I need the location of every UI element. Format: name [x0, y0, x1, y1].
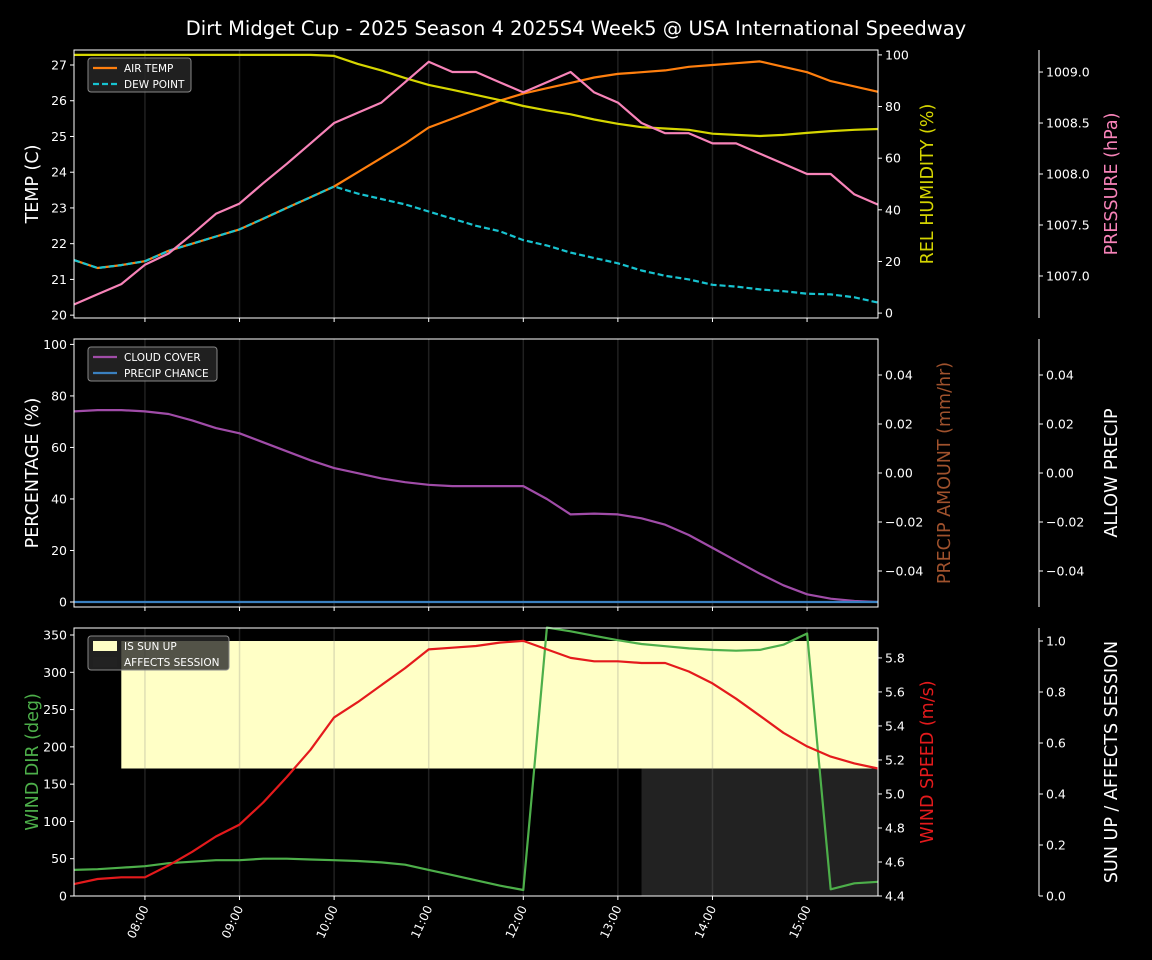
legend-label: IS SUN UP — [124, 641, 177, 653]
y-tick-label: 40 — [51, 491, 67, 506]
y-tick-label: 0.8 — [1046, 685, 1066, 700]
plot-frame — [73, 627, 879, 897]
y-tick-label: 5.6 — [885, 684, 905, 699]
panel-clouds-precip: 0 20 40 60 80 100 PERCENTAGE (%) −0.04 −0.02 0.00… — [23, 337, 1122, 610]
cloud-cover-line — [73, 409, 879, 604]
plot-area: 20 21 22 23 24 25 26 27 TEMP (C) 0 20 40 60 80 100 REL … — [23, 47, 1122, 940]
axis-label-hum: REL HUMIDITY (%) — [918, 104, 938, 265]
legend-swatch — [93, 641, 117, 651]
y-tick-label: 5.0 — [885, 786, 905, 801]
legend: CLOUD COVER PRECIP CHANCE — [87, 346, 218, 382]
y-tick-label: 60 — [885, 151, 901, 166]
legend-box — [87, 346, 218, 382]
y-tick-label: 0.2 — [1046, 838, 1066, 853]
legend-label: AFFECTS SESSION — [124, 657, 220, 669]
axis-label-temp: TEMP (C) — [23, 145, 43, 225]
axis-label-amt: PRECIP AMOUNT (mm/hr) — [935, 362, 955, 584]
y-tick-label: 26 — [51, 93, 67, 108]
y-tick-label: 4.6 — [885, 854, 905, 869]
plot-frame — [73, 49, 879, 319]
is-sun-up-band — [121, 641, 878, 769]
y-tick-label: 5.4 — [885, 718, 905, 733]
y-tick-label: 0.0 — [1046, 889, 1066, 904]
y-tick-label: 0.4 — [1046, 787, 1066, 802]
panel-wind-sun: 0 50 100 150 200 250 300 350 WIND DIR (deg) 4.4 4.… — [23, 626, 1122, 904]
plot-background — [74, 339, 878, 607]
wind-speed-line — [73, 639, 879, 886]
y-tick-label: −0.02 — [1046, 514, 1084, 529]
y-tick-label: −0.04 — [885, 563, 923, 578]
legend-box — [87, 635, 230, 671]
y-tick-label: 0.04 — [1046, 368, 1074, 383]
panel-temperature: 20 21 22 23 24 25 26 27 TEMP (C) 0 20 40 60 80 100 REL … — [23, 47, 1122, 322]
y-tick-label: 150 — [43, 777, 67, 792]
y-tick-label: 1008.5 — [1046, 116, 1090, 131]
y-tick-label: 5.8 — [885, 650, 905, 665]
dew-point-line — [73, 185, 879, 304]
plot-background — [74, 50, 878, 318]
axis-label-allow: ALLOW PRECIP — [1102, 408, 1122, 537]
wind-dir-line — [73, 626, 879, 892]
axis-label-spd: WIND SPEED (m/s) — [918, 680, 938, 843]
y-tick-label: 60 — [51, 440, 67, 455]
axis-label-pres: PRESSURE (hPa) — [1102, 113, 1122, 256]
legend: AIR TEMP DEW POINT — [87, 57, 192, 93]
y-tick-label: 21 — [51, 272, 67, 287]
y-tick-label: 24 — [51, 165, 67, 180]
y-tick-label: 1009.0 — [1046, 65, 1090, 80]
y-tick-label: 0.02 — [885, 417, 913, 432]
legend-swatch — [93, 657, 117, 667]
y-tick-label: 1007.5 — [1046, 217, 1090, 232]
y-tick-label: 4.8 — [885, 820, 905, 835]
y-tick-label: 25 — [51, 129, 67, 144]
y-tick-label: 300 — [43, 665, 67, 680]
y-tick-label: 80 — [885, 99, 901, 114]
y-tick-label: 100 — [43, 814, 67, 829]
axis-label-pct: PERCENTAGE (%) — [23, 398, 43, 549]
axis-label-sun: SUN UP / AFFECTS SESSION — [1102, 641, 1122, 883]
legend-label: PRECIP CHANCE — [124, 368, 209, 380]
y-tick-label: 1007.0 — [1046, 268, 1090, 283]
y-tick-label: −0.02 — [885, 514, 923, 529]
legend-label: CLOUD COVER — [124, 352, 201, 364]
y-tick-label: 23 — [51, 200, 67, 215]
legend: IS SUN UP AFFECTS SESSION — [87, 635, 230, 671]
y-tick-label: 22 — [51, 236, 67, 251]
y-tick-label: 100 — [43, 337, 67, 352]
y-tick-label: 100 — [885, 47, 909, 62]
y-tick-label: 80 — [51, 388, 67, 403]
y-tick-label: 0.00 — [1046, 466, 1074, 481]
y-tick-label: 0 — [885, 306, 893, 321]
y-tick-label: −0.04 — [1046, 563, 1084, 578]
y-tick-label: 250 — [43, 702, 67, 717]
y-tick-label: 1.0 — [1046, 634, 1066, 649]
legend-label: AIR TEMP — [124, 63, 173, 75]
y-tick-label: 1008.0 — [1046, 167, 1090, 182]
y-tick-label: 4.4 — [885, 889, 905, 904]
y-tick-label: 20 — [51, 308, 67, 323]
legend-label: DEW POINT — [124, 79, 185, 91]
y-tick-label: 20 — [885, 254, 901, 269]
y-tick-label: 200 — [43, 739, 67, 754]
y-tick-label: 27 — [51, 58, 67, 73]
y-tick-label: 0.04 — [885, 368, 913, 383]
y-tick-label: 50 — [51, 851, 67, 866]
chart-title: Dirt Midget Cup - 2025 Season 4 2025S4 W… — [186, 17, 966, 40]
y-tick-label: 0.02 — [1046, 417, 1074, 432]
y-tick-label: 0.6 — [1046, 736, 1066, 751]
y-tick-label: 20 — [51, 543, 67, 558]
y-tick-label: 5.2 — [885, 752, 905, 767]
rel-humidity-line — [74, 53, 879, 138]
y-tick-label: 0.00 — [885, 466, 913, 481]
y-tick-label: 350 — [43, 628, 67, 643]
axis-label-dir: WIND DIR (deg) — [23, 693, 43, 831]
y-tick-label: 0 — [59, 889, 67, 904]
affects-session-band — [641, 768, 878, 896]
y-tick-label: 40 — [885, 202, 901, 217]
pressure-line — [73, 60, 879, 306]
y-tick-label: 0 — [59, 595, 67, 610]
